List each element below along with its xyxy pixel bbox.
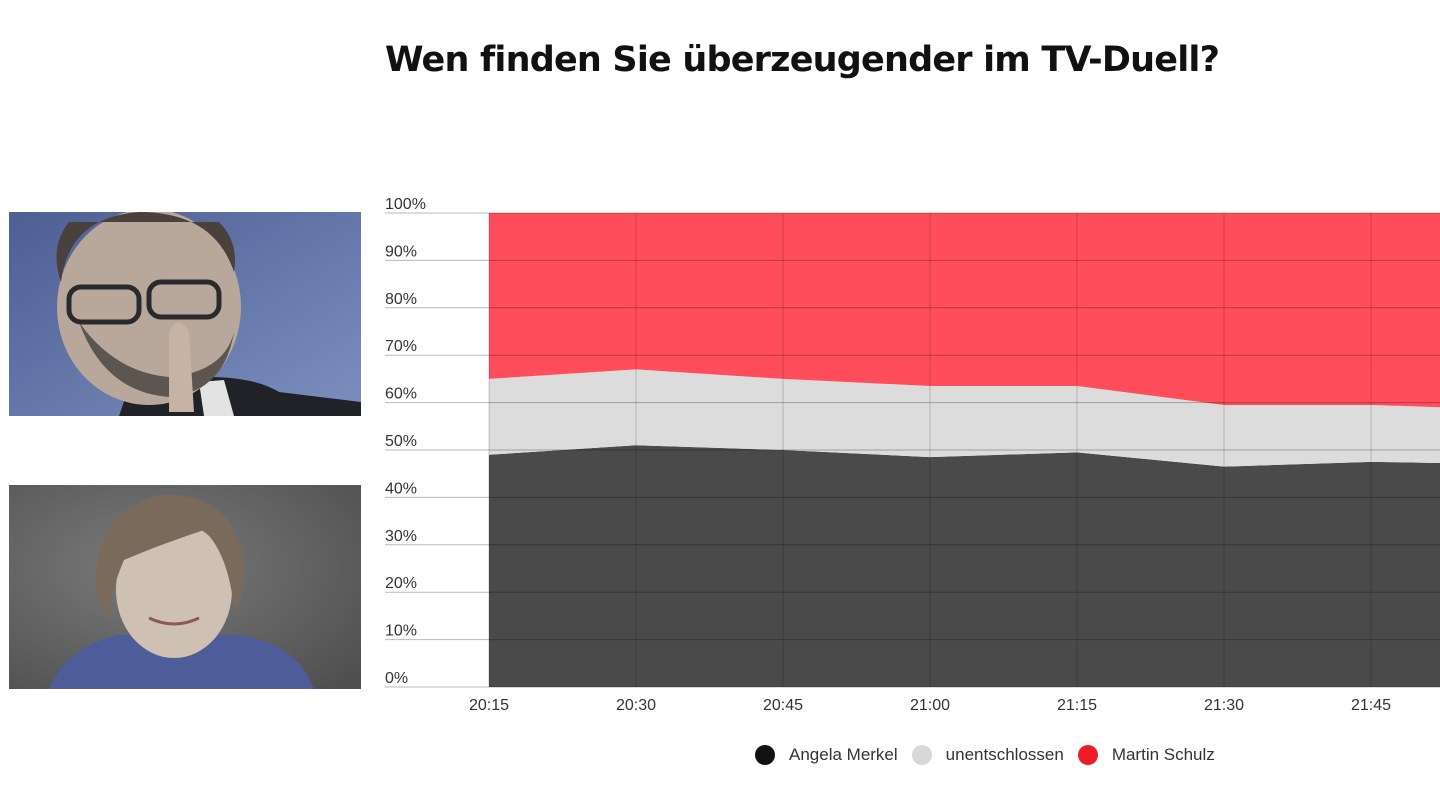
legend-dot-merkel	[755, 745, 775, 765]
legend-label-schulz: Martin Schulz	[1111, 745, 1215, 764]
y-tick-label-8: 20%	[385, 575, 417, 592]
x-tick-label-5: 21:30	[1204, 697, 1244, 714]
legend: Angela Merkel unentschlossen Martin Schu…	[755, 745, 1229, 765]
area-series-angela-merkel	[489, 445, 1440, 687]
x-tick-label-0: 20:15	[469, 697, 509, 714]
x-tick-label-6: 21:45	[1351, 697, 1391, 714]
y-tick-label-6: 40%	[385, 480, 417, 497]
portrait-schulz	[9, 212, 361, 416]
area-series-martin-schulz	[489, 213, 1440, 408]
y-tick-label-9: 10%	[385, 623, 417, 640]
x-tick-label-3: 21:00	[910, 697, 950, 714]
x-tick-label-1: 20:30	[616, 697, 656, 714]
y-tick-label-5: 50%	[385, 433, 417, 450]
area-series-unentschlossen	[489, 369, 1440, 467]
portrait-merkel-icon	[9, 485, 361, 689]
y-tick-label-1: 90%	[385, 243, 417, 260]
portrait-merkel	[9, 485, 361, 689]
legend-label-merkel: Angela Merkel	[789, 745, 898, 764]
legend-dot-undecided	[911, 745, 932, 765]
x-tick-label-2: 20:45	[763, 697, 803, 714]
y-tick-label-4: 60%	[385, 386, 417, 403]
portrait-schulz-icon	[9, 212, 361, 416]
chart-title: Wen finden Sie überzeugender im TV-Duell…	[385, 40, 1220, 80]
legend-item-undecided[interactable]: unentschlossen	[911, 745, 1064, 765]
y-tick-label-10: 0%	[385, 670, 408, 687]
legend-dot-schulz	[1077, 745, 1098, 765]
legend-item-merkel[interactable]: Angela Merkel	[755, 745, 898, 765]
y-tick-label-3: 70%	[385, 338, 417, 355]
x-tick-label-4: 21:15	[1057, 697, 1097, 714]
y-tick-label-2: 80%	[385, 291, 417, 308]
y-tick-label-7: 30%	[385, 528, 417, 545]
legend-item-schulz[interactable]: Martin Schulz	[1077, 745, 1215, 765]
y-tick-label-0: 100%	[385, 196, 426, 213]
legend-label-undecided: unentschlossen	[945, 745, 1064, 764]
